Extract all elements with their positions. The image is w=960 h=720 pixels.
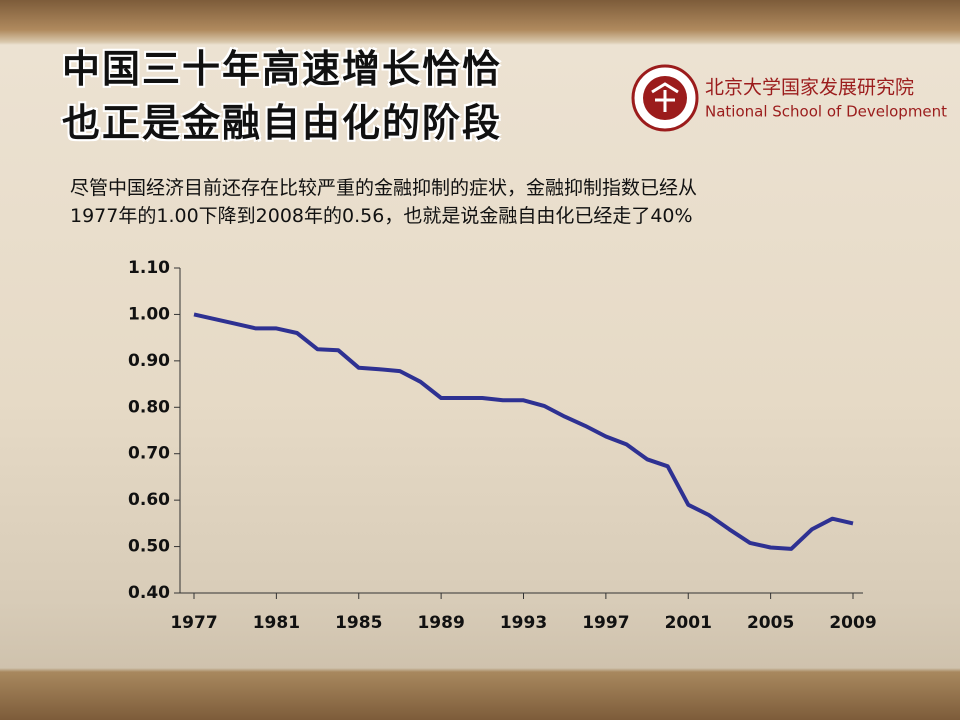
x-tick-label: 2005 [747, 613, 794, 633]
x-tick-label: 1993 [500, 613, 547, 633]
x-tick-label: 1997 [582, 613, 629, 633]
logo-en: National School of Development [705, 103, 947, 121]
data-line [193, 312, 854, 551]
x-tick-label: 1989 [417, 613, 464, 633]
body-text: 尽管中国经济目前还存在比较严重的金融抑制的症状，金融抑制指数已经从 [70, 177, 698, 199]
title: 中国三十年高速增长恰恰 [62, 47, 503, 91]
y-tick-label: 1.10 [128, 258, 170, 278]
x-tick-label: 1977 [170, 613, 217, 633]
logo-cn: 北京大学国家发展研究院 [705, 77, 914, 99]
y-tick-label: 0.60 [128, 490, 170, 510]
y-tick-label: 0.70 [128, 444, 170, 464]
logo-seal [631, 64, 699, 132]
x-tick-label: 1981 [253, 613, 300, 633]
title: 也正是金融自由化的阶段 [62, 101, 503, 145]
y-tick-label: 0.40 [128, 583, 170, 603]
y-tick-label: 0.90 [128, 351, 170, 371]
x-tick-label: 2009 [829, 613, 876, 633]
y-tick-label: 1.00 [128, 304, 170, 324]
x-tick-label: 1985 [335, 613, 382, 633]
x-tick-label: 2001 [665, 613, 712, 633]
body-text: 1977年的1.00下降到2008年的0.56，也就是说金融自由化已经走了40% [70, 205, 693, 227]
y-tick-label: 0.50 [128, 537, 170, 557]
y-tick-label: 0.80 [128, 397, 170, 417]
